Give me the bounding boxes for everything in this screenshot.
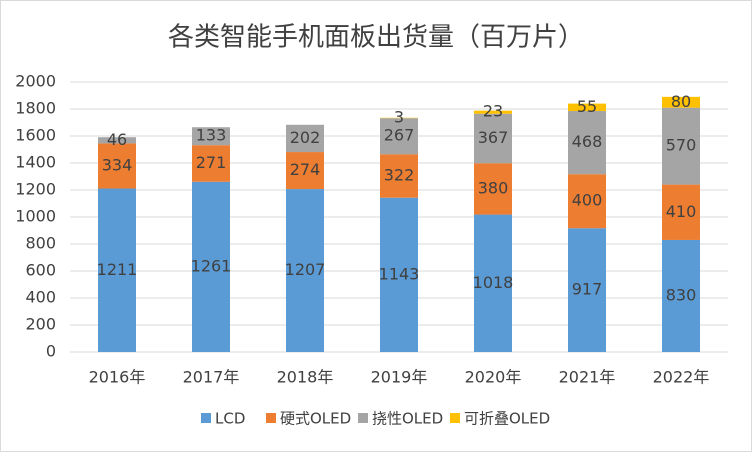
- y-tick-label: 1400: [15, 153, 56, 172]
- y-tick-label: 200: [25, 315, 56, 334]
- value-label: 1143: [379, 264, 420, 283]
- value-label: 133: [196, 126, 227, 145]
- value-label: 380: [478, 178, 509, 197]
- bar-segment: [474, 214, 512, 352]
- bar-segment: [192, 181, 230, 352]
- y-tick-label: 1000: [15, 207, 56, 226]
- bar-segment: [568, 103, 606, 112]
- y-tick-label: 400: [25, 288, 56, 307]
- x-tick-label: 2018年: [277, 368, 334, 387]
- bar-segment: [98, 143, 136, 189]
- value-label: 80: [671, 92, 691, 111]
- y-tick-label: 1200: [15, 180, 56, 199]
- bar-segment: [98, 137, 136, 144]
- value-label: 1018: [473, 273, 514, 292]
- y-tick-label: 2000: [15, 72, 56, 91]
- y-tick-label: 600: [25, 261, 56, 280]
- legend-label: LCD: [215, 410, 245, 428]
- value-label: 1211: [97, 260, 138, 279]
- bar-segment: [286, 124, 324, 153]
- x-tick-label: 2017年: [183, 368, 240, 387]
- bar-segment: [568, 228, 606, 352]
- value-label: 55: [577, 97, 597, 116]
- chart-title: 各类智能手机面板出货量（百万片）: [168, 23, 584, 53]
- bar-segment: [662, 239, 700, 352]
- value-label: 334: [102, 155, 133, 174]
- x-tick-label: 2016年: [89, 368, 146, 387]
- bar-segment: [192, 127, 230, 146]
- legend-swatch: [358, 413, 368, 423]
- legend-label: 可折叠OLED: [464, 410, 550, 428]
- value-label: 410: [666, 202, 697, 221]
- value-label: 274: [290, 160, 321, 179]
- x-tick-label: 2019年: [371, 368, 428, 387]
- value-label: 830: [666, 285, 697, 304]
- bar-segment: [192, 145, 230, 182]
- value-label: 46: [107, 130, 127, 149]
- value-label: 322: [384, 165, 415, 184]
- value-label: 468: [572, 132, 603, 151]
- value-label: 23: [483, 102, 503, 121]
- bar-segment: [286, 152, 324, 190]
- y-tick-label: 1600: [15, 126, 56, 145]
- value-label: 570: [666, 136, 697, 155]
- bar-segment: [380, 118, 418, 155]
- bar-segment: [662, 96, 700, 108]
- bar-segment: [568, 111, 606, 175]
- value-label: 202: [290, 128, 321, 147]
- x-tick-label: 2020年: [465, 368, 522, 387]
- bar-segment: [380, 197, 418, 352]
- bar-segment: [568, 174, 606, 229]
- bar-segment: [286, 189, 324, 352]
- value-label: 267: [384, 126, 415, 145]
- bar-segment: [662, 184, 700, 240]
- bar-segment: [662, 107, 700, 185]
- value-label: 3: [394, 107, 404, 126]
- bar-segment: [474, 163, 512, 215]
- y-tick-label: 800: [25, 234, 56, 253]
- legend-swatch: [450, 413, 460, 423]
- legend-swatch: [266, 413, 276, 423]
- legend-label: 硬式OLED: [280, 410, 351, 428]
- bar-segment: [380, 154, 418, 198]
- x-tick-label: 2022年: [653, 368, 710, 387]
- x-tick-label: 2021年: [559, 368, 616, 387]
- y-tick-label: 1800: [15, 99, 56, 118]
- value-label: 917: [572, 280, 603, 299]
- bar-segment: [474, 110, 512, 114]
- legend-swatch: [201, 413, 211, 423]
- bar-segment: [98, 188, 136, 352]
- value-label: 271: [196, 153, 227, 172]
- value-label: 367: [478, 128, 509, 147]
- value-label: 1261: [191, 256, 232, 275]
- value-label: 400: [572, 191, 603, 210]
- y-tick-label: 0: [46, 342, 56, 361]
- value-label: 1207: [285, 260, 326, 279]
- bar-segment: [474, 113, 512, 164]
- legend-label: 挠性OLED: [372, 410, 443, 428]
